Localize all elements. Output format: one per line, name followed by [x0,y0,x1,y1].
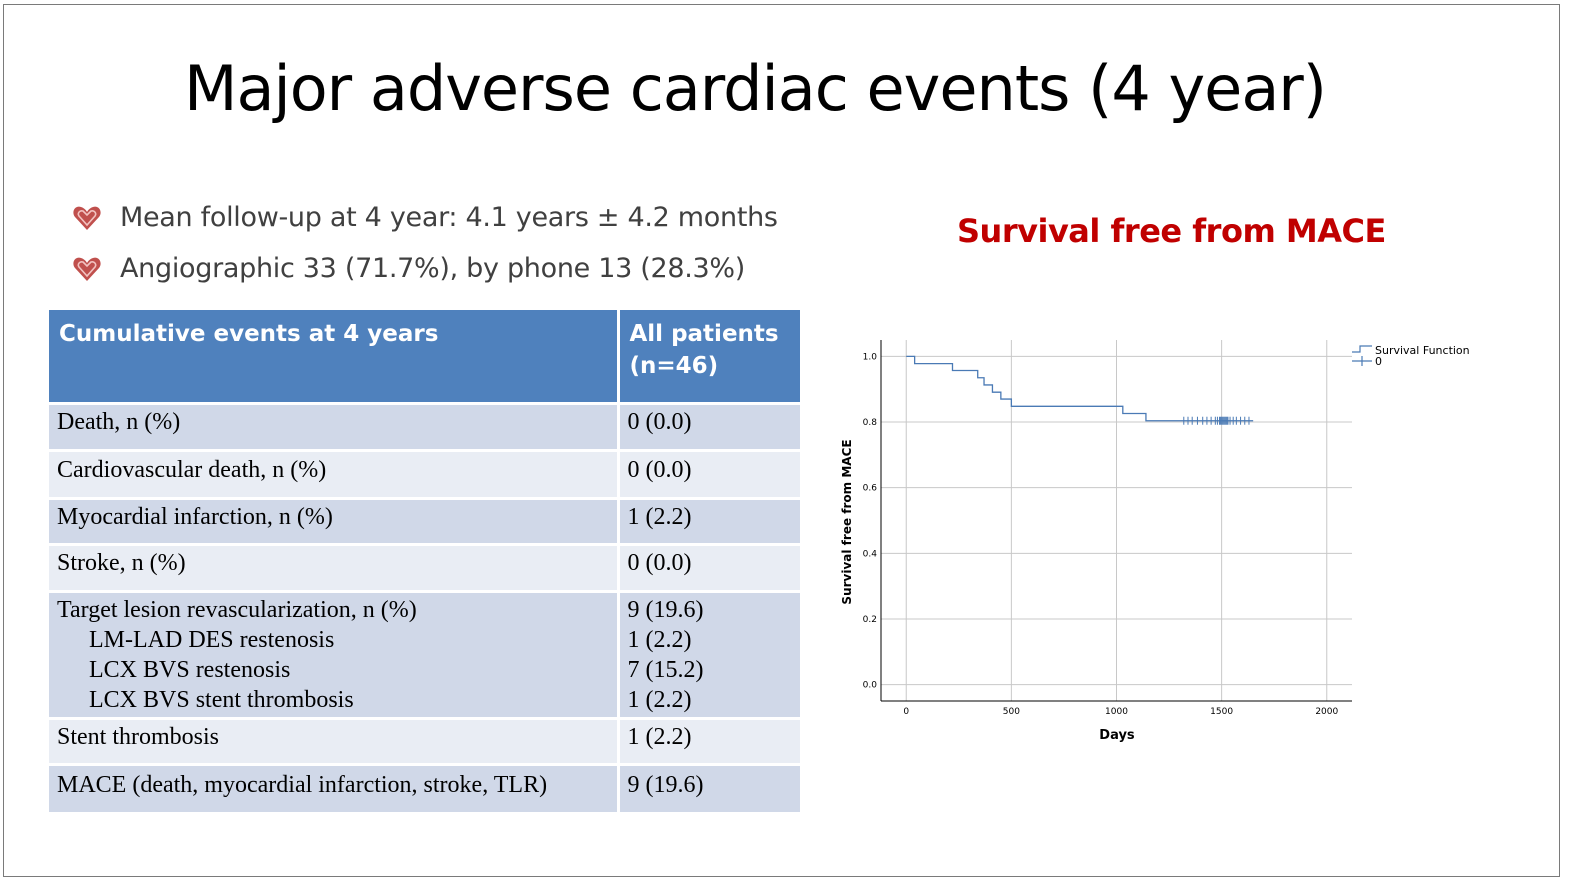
bullet-list: Mean follow-up at 4 year: 4.1 years ± 4.… [72,192,778,294]
sub-value: 7 (15.2) [627,656,704,683]
x-tick-label: 2000 [1315,707,1338,717]
table-row: Stent thrombosis 1 (2.2) [49,718,800,766]
table-row: MACE (death, myocardial infarction, stro… [49,764,800,815]
page-title: Major adverse cardiac events (4 year) [184,52,1327,125]
table-row: Stroke, n (%) 0 (0.0) [49,544,800,593]
legend: Survival Function 0 [1352,344,1470,368]
sub-label: LM-LAD DES restenosis [89,626,335,653]
header-all-patients: All patients (n=46) [618,310,800,405]
legend-label-survival: Survival Function [1375,344,1470,357]
tlr-value: 9 (19.6) [627,596,704,623]
row-label: Stroke, n (%) [49,544,620,593]
row-value: 1 (2.2) [618,498,800,546]
sub-label: LCX BVS restenosis [89,656,291,683]
tlr-label: Target lesion revascularization, n (%) [57,596,417,623]
x-tick-label: 500 [1003,707,1020,717]
x-tick-label: 0 [903,707,909,717]
y-tick-label: 0.4 [863,549,878,559]
grid-lines [881,340,1352,701]
table-row: Myocardial infarction, n (%) 1 (2.2) [49,498,800,546]
sub-value: 1 (2.2) [627,626,692,653]
row-value: 0 (0.0) [618,544,800,593]
row-value: 1 (2.2) [618,718,800,766]
table-row: Target lesion revascularization, n (%) L… [49,591,800,720]
chart-title: Survival free from MACE [957,212,1386,250]
tick-labels: 0.0 0.2 0.4 0.6 0.8 1.0 0 500 1000 1500 2000 [863,352,1339,717]
x-axis-label: Days [1099,728,1135,743]
row-label: Death, n (%) [49,403,620,452]
bullet-item: Mean follow-up at 4 year: 4.1 years ± 4.… [72,192,778,243]
table-row: Death, n (%) 0 (0.0) [49,403,800,452]
row-value: 0 (0.0) [618,450,800,500]
x-tick-label: 1500 [1210,707,1233,717]
row-label: Target lesion revascularization, n (%) L… [49,591,620,720]
sub-value: 1 (2.2) [627,686,692,713]
y-tick-label: 0.8 [863,418,878,428]
row-label: Myocardial infarction, n (%) [49,498,620,546]
bullet-item: Angiographic 33 (71.7%), by phone 13 (28… [72,243,778,294]
y-axis-label: Survival free from MACE [840,439,854,604]
events-table: Cumulative events at 4 years All patient… [49,310,800,815]
heart-icon [73,257,101,281]
row-label: Cardiovascular death, n (%) [49,450,620,500]
survival-curve [906,355,1254,422]
y-tick-label: 0.0 [863,681,878,691]
table-header-row: Cumulative events at 4 years All patient… [49,310,800,405]
y-tick-label: 0.2 [863,615,877,625]
legend-line-icon [1352,345,1372,353]
sub-label: LCX BVS stent thrombosis [89,686,354,713]
row-value: 0 (0.0) [618,403,800,452]
axes [880,340,1352,702]
bullet-text: Angiographic 33 (71.7%), by phone 13 (28… [120,253,746,284]
bullet-text: Mean follow-up at 4 year: 4.1 years ± 4.… [120,202,778,233]
heart-icon [73,206,101,230]
y-tick-label: 0.6 [863,484,878,494]
y-tick-label: 1.0 [863,352,878,362]
row-label: MACE (death, myocardial infarction, stro… [49,764,620,815]
row-label: Stent thrombosis [49,718,620,766]
series [906,355,1254,425]
row-value: 9 (19.6) [618,764,800,815]
x-tick-label: 1000 [1105,707,1128,717]
table-row: Cardiovascular death, n (%) 0 (0.0) [49,450,800,500]
row-value: 9 (19.6) 1 (2.2) 7 (15.2) 1 (2.2) [618,591,800,720]
legend-label-censored: 0 [1375,355,1382,368]
survival-chart: 0.00.20.40.60.81.00 500 1000 1500 2000 Days … [840,340,1470,743]
header-events: Cumulative events at 4 years [49,310,620,405]
